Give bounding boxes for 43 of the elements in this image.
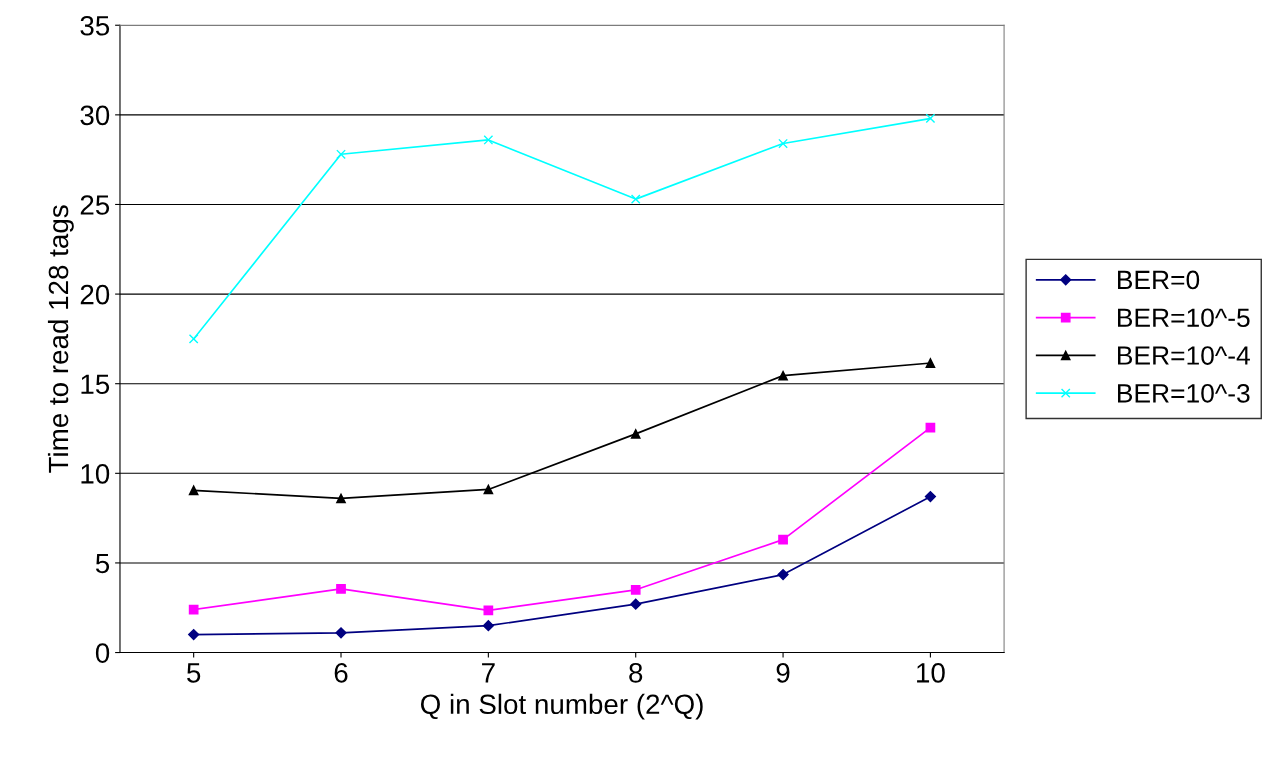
y-tick-label: 25 bbox=[80, 195, 110, 215]
point bbox=[188, 629, 200, 641]
legend-label: BER=10^-4 bbox=[1118, 346, 1250, 365]
point bbox=[925, 358, 936, 368]
point bbox=[630, 584, 641, 595]
x-tick-label: 9 bbox=[776, 663, 790, 683]
y-tick-label: 5 bbox=[95, 553, 110, 574]
point bbox=[483, 484, 494, 495]
x-tick-label: 6 bbox=[334, 663, 348, 683]
point bbox=[188, 334, 199, 344]
legend-label: BER=0 bbox=[1118, 270, 1200, 290]
point bbox=[630, 598, 642, 610]
legend-label: BER=10^-3 bbox=[1118, 383, 1250, 403]
point bbox=[336, 149, 346, 160]
point bbox=[778, 138, 788, 149]
x-axis-title: Q in Slot number (2^Q) bbox=[420, 693, 703, 720]
point bbox=[188, 604, 199, 615]
point bbox=[483, 135, 494, 145]
y-axis-title: Time to read 128 tags bbox=[47, 205, 74, 473]
point bbox=[336, 584, 346, 594]
x-tick-label: 8 bbox=[629, 663, 643, 683]
y-tick-label: 30 bbox=[80, 105, 110, 126]
point bbox=[778, 370, 788, 381]
x-tick-label: 7 bbox=[482, 663, 495, 683]
y-tick-label: 15 bbox=[81, 374, 110, 395]
point bbox=[924, 491, 937, 503]
y-tick-label: 10 bbox=[81, 463, 110, 484]
point bbox=[483, 605, 494, 616]
point bbox=[777, 568, 789, 581]
y-tick-label: 35 bbox=[80, 15, 110, 36]
point bbox=[925, 113, 936, 124]
point bbox=[188, 485, 199, 496]
point bbox=[336, 493, 346, 504]
point bbox=[778, 534, 788, 545]
legend-label: BER=10^-5 bbox=[1118, 308, 1250, 328]
point bbox=[630, 429, 641, 439]
x-tick-label: 10 bbox=[917, 663, 945, 683]
point bbox=[335, 627, 347, 639]
point bbox=[482, 620, 494, 632]
point bbox=[630, 194, 641, 204]
x-tick-label: 5 bbox=[187, 663, 201, 683]
y-tick-label: 0 bbox=[95, 643, 110, 663]
y-tick-label: 20 bbox=[80, 284, 110, 305]
